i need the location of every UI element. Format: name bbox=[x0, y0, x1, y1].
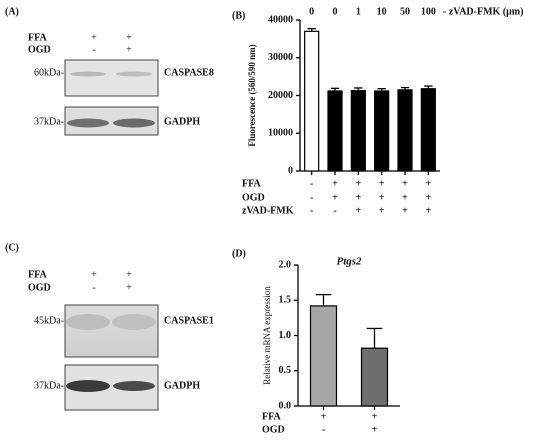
bar bbox=[420, 88, 436, 172]
y-tick-label: 0.5 bbox=[279, 365, 292, 376]
condition-sign: + bbox=[332, 178, 338, 189]
condition-sign: + bbox=[91, 269, 97, 280]
condition-sign: + bbox=[126, 269, 132, 280]
y-tick-label: 20000 bbox=[268, 90, 293, 101]
top-category-label: 0 bbox=[309, 6, 314, 17]
panel-label: (A) bbox=[5, 6, 19, 17]
y-tick-label: 10000 bbox=[268, 128, 293, 139]
condition-sign: + bbox=[126, 282, 132, 293]
y-tick-label: 0 bbox=[288, 165, 293, 176]
condition-name: OGD bbox=[28, 44, 51, 55]
kda-marker: 37kDa- bbox=[34, 380, 64, 391]
condition-sign: + bbox=[425, 178, 431, 189]
y-tick-label: 1.5 bbox=[279, 295, 292, 306]
chart-title: Ptgs2 bbox=[336, 256, 362, 268]
bar bbox=[327, 90, 343, 172]
condition-sign: - bbox=[92, 44, 95, 55]
condition-sign: - bbox=[322, 424, 325, 435]
kda-marker: 60kDa- bbox=[34, 67, 64, 78]
y-axis-label: Relative mRNA expression bbox=[262, 286, 272, 385]
top-category-label: 50 bbox=[400, 6, 410, 17]
condition-sign: - bbox=[310, 192, 313, 203]
condition-sign: + bbox=[379, 205, 385, 216]
condition-sign: - bbox=[92, 282, 95, 293]
protein-label: GADPH bbox=[164, 380, 200, 391]
condition-name: OGD bbox=[262, 424, 285, 435]
top-category-label: 1 bbox=[356, 6, 361, 17]
protein-label: CASPASE8 bbox=[164, 67, 214, 78]
top-category-label: 0 bbox=[333, 6, 338, 17]
bar bbox=[397, 89, 413, 172]
condition-sign: + bbox=[321, 411, 327, 422]
condition-name: FFA bbox=[28, 269, 47, 280]
kda-marker: 45kDa- bbox=[34, 315, 64, 326]
y-tick-label: 30000 bbox=[268, 52, 293, 63]
condition-sign: - bbox=[310, 205, 313, 216]
condition-sign: + bbox=[402, 205, 408, 216]
y-tick-label: 40000 bbox=[268, 14, 293, 25]
condition-sign: + bbox=[126, 32, 132, 43]
annotation: - zVAD-FMK (μm) bbox=[443, 6, 523, 17]
protein-label: GADPH bbox=[164, 116, 200, 127]
condition-sign: + bbox=[372, 411, 378, 422]
bar bbox=[374, 90, 390, 172]
condition-name: OGD bbox=[28, 282, 51, 293]
y-tick-label: 1.0 bbox=[279, 330, 292, 341]
condition-sign: + bbox=[91, 32, 97, 43]
condition-sign: + bbox=[126, 44, 132, 55]
condition-name: FFA bbox=[28, 32, 47, 43]
panel-label: (D) bbox=[232, 248, 246, 259]
condition-name: zVAD-FMK bbox=[242, 205, 294, 216]
condition-sign: - bbox=[333, 205, 336, 216]
condition-sign: + bbox=[379, 178, 385, 189]
top-category-label: 10 bbox=[377, 6, 387, 17]
condition-sign: + bbox=[425, 192, 431, 203]
y-axis-label: Fluorescence (560/590 nm) bbox=[247, 44, 257, 146]
condition-sign: + bbox=[355, 205, 361, 216]
protein-label: CASPASE1 bbox=[164, 315, 214, 326]
bar bbox=[350, 89, 366, 172]
condition-sign: + bbox=[355, 178, 361, 189]
condition-name: FFA bbox=[262, 411, 281, 422]
condition-sign: + bbox=[425, 205, 431, 216]
kda-marker: 37kDa- bbox=[34, 116, 64, 127]
condition-sign: + bbox=[379, 192, 385, 203]
condition-sign: - bbox=[310, 178, 313, 189]
top-category-label: 100 bbox=[421, 6, 436, 17]
bar bbox=[360, 347, 389, 407]
bar bbox=[304, 30, 320, 172]
y-tick-label: 0.0 bbox=[279, 400, 292, 411]
condition-name: OGD bbox=[242, 192, 265, 203]
bar bbox=[309, 305, 338, 407]
panel-label: (B) bbox=[232, 10, 245, 21]
condition-sign: + bbox=[355, 192, 361, 203]
condition-name: FFA bbox=[242, 178, 261, 189]
condition-sign: + bbox=[402, 178, 408, 189]
y-tick-label: 2.0 bbox=[279, 259, 292, 270]
condition-sign: + bbox=[372, 424, 378, 435]
condition-sign: + bbox=[402, 192, 408, 203]
panel-label: (C) bbox=[5, 242, 19, 253]
condition-sign: + bbox=[332, 192, 338, 203]
blot-images bbox=[64, 59, 159, 411]
